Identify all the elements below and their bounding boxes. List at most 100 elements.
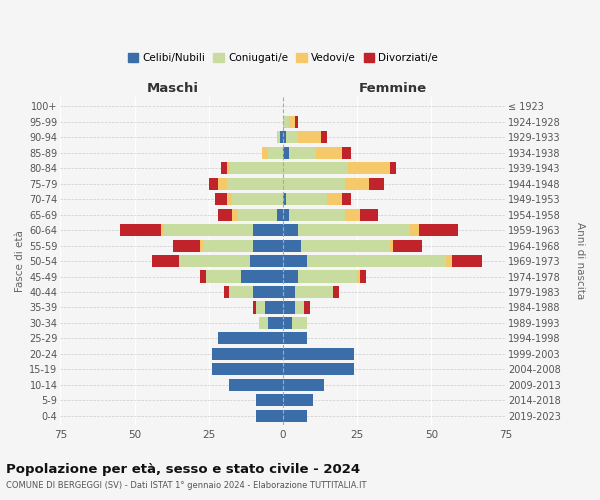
Bar [161, 224, 164, 236]
Bar [283, 270, 298, 282]
Bar [322, 131, 328, 143]
Bar [283, 224, 298, 236]
Bar [301, 240, 390, 252]
Bar [152, 255, 179, 267]
Bar [390, 162, 395, 174]
Bar [283, 208, 289, 220]
Bar [173, 240, 200, 252]
Bar [357, 270, 360, 282]
Bar [256, 394, 283, 406]
Bar [256, 302, 265, 314]
Text: COMUNE DI BERGEGGI (SV) - Dati ISTAT 1° gennaio 2024 - Elaborazione TUTTITALIA.I: COMUNE DI BERGEGGI (SV) - Dati ISTAT 1° … [6, 481, 367, 490]
Bar [283, 317, 292, 329]
Bar [283, 240, 301, 252]
Bar [289, 208, 345, 220]
Bar [283, 332, 307, 344]
Bar [277, 208, 283, 220]
Bar [227, 162, 229, 174]
Bar [283, 348, 354, 360]
Bar [292, 317, 307, 329]
Bar [283, 364, 354, 376]
Bar [283, 410, 307, 422]
Bar [392, 240, 422, 252]
Bar [241, 270, 283, 282]
Bar [328, 193, 342, 205]
Bar [224, 286, 229, 298]
Bar [268, 317, 283, 329]
Bar [212, 364, 283, 376]
Bar [304, 302, 310, 314]
Bar [283, 162, 348, 174]
Y-axis label: Fasce di età: Fasce di età [15, 230, 25, 292]
Bar [390, 240, 392, 252]
Bar [283, 131, 286, 143]
Bar [209, 178, 218, 190]
Bar [283, 286, 295, 298]
Bar [342, 146, 351, 158]
Text: Popolazione per età, sesso e stato civile - 2024: Popolazione per età, sesso e stato civil… [6, 462, 360, 475]
Bar [289, 146, 316, 158]
Bar [277, 131, 280, 143]
Legend: Celibi/Nubili, Coniugati/e, Vedovi/e, Divorziati/e: Celibi/Nubili, Coniugati/e, Vedovi/e, Di… [125, 52, 440, 66]
Bar [316, 146, 342, 158]
Bar [289, 116, 295, 128]
Bar [360, 270, 366, 282]
Bar [283, 379, 325, 391]
Bar [253, 224, 283, 236]
Bar [200, 240, 203, 252]
Text: Maschi: Maschi [147, 82, 199, 94]
Bar [179, 255, 250, 267]
Bar [215, 193, 227, 205]
Bar [295, 286, 334, 298]
Bar [345, 178, 369, 190]
Bar [283, 146, 289, 158]
Bar [200, 270, 206, 282]
Bar [369, 178, 384, 190]
Bar [229, 286, 253, 298]
Bar [286, 193, 328, 205]
Bar [227, 178, 283, 190]
Bar [212, 348, 283, 360]
Bar [283, 255, 307, 267]
Bar [259, 317, 268, 329]
Bar [334, 286, 339, 298]
Bar [250, 255, 283, 267]
Bar [238, 208, 277, 220]
Bar [342, 193, 351, 205]
Bar [227, 193, 232, 205]
Bar [298, 224, 410, 236]
Bar [218, 178, 227, 190]
Bar [419, 224, 458, 236]
Bar [206, 270, 241, 282]
Bar [253, 286, 283, 298]
Bar [283, 193, 286, 205]
Bar [265, 302, 283, 314]
Bar [268, 146, 283, 158]
Bar [286, 131, 298, 143]
Bar [345, 208, 360, 220]
Bar [253, 302, 256, 314]
Bar [446, 255, 452, 267]
Bar [256, 410, 283, 422]
Bar [221, 162, 227, 174]
Bar [295, 302, 304, 314]
Bar [283, 302, 295, 314]
Bar [298, 131, 322, 143]
Bar [218, 332, 283, 344]
Bar [295, 116, 298, 128]
Bar [232, 193, 283, 205]
Bar [229, 162, 283, 174]
Bar [348, 162, 390, 174]
Bar [262, 146, 268, 158]
Bar [360, 208, 378, 220]
Bar [410, 224, 419, 236]
Bar [452, 255, 482, 267]
Bar [218, 208, 232, 220]
Bar [253, 240, 283, 252]
Bar [164, 224, 253, 236]
Bar [280, 131, 283, 143]
Bar [229, 379, 283, 391]
Bar [283, 394, 313, 406]
Text: Femmine: Femmine [359, 82, 427, 94]
Bar [203, 240, 253, 252]
